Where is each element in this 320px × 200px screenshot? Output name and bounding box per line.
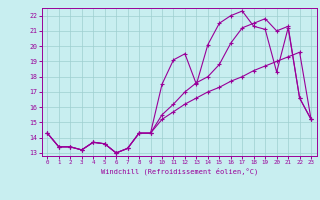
X-axis label: Windchill (Refroidissement éolien,°C): Windchill (Refroidissement éolien,°C): [100, 168, 258, 175]
